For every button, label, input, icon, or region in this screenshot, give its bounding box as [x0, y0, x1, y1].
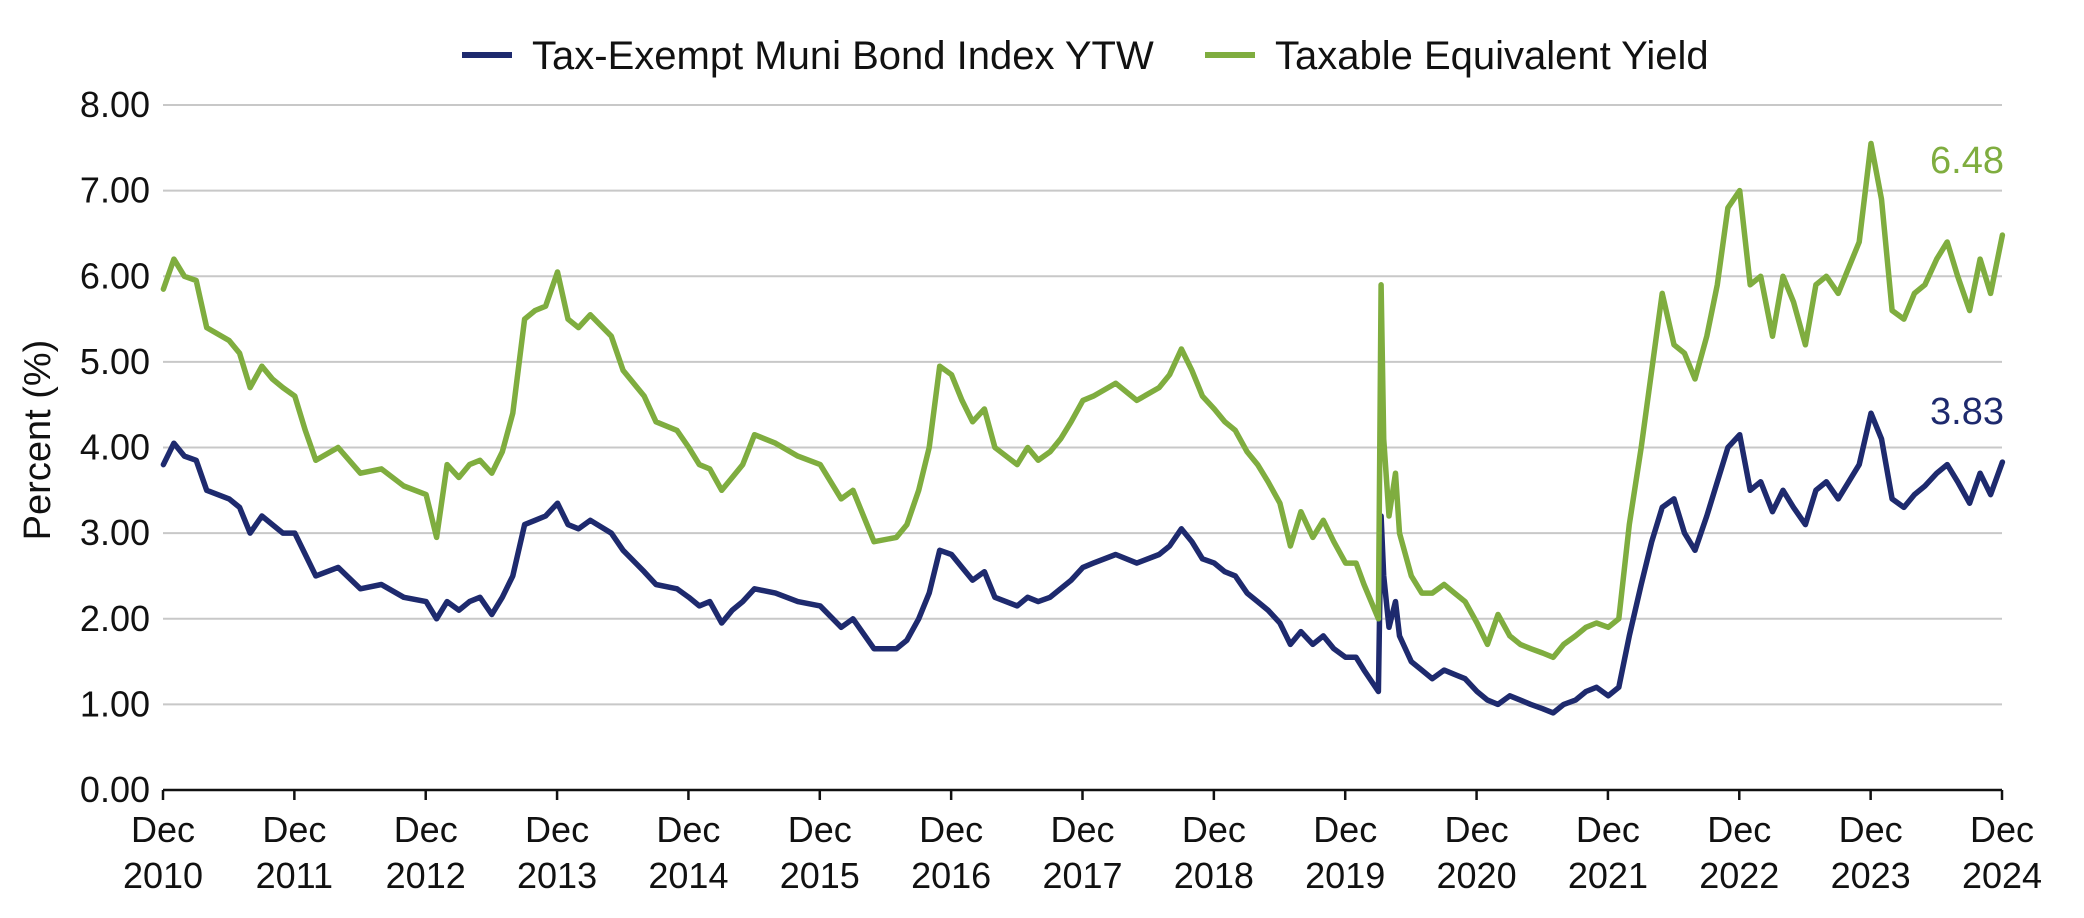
x-tick-label-year: 2022 — [1699, 855, 1779, 896]
x-tick-label-year: 2011 — [256, 855, 333, 896]
y-tick-label: 5.00 — [80, 341, 150, 382]
end-labels: 3.83 6.48 — [1930, 140, 2004, 433]
y-tick-label: 0.00 — [80, 769, 150, 810]
x-tick-label-year: 2014 — [648, 855, 728, 896]
y-tick-label: 6.00 — [80, 255, 150, 296]
x-tick-label-month: Dec — [1182, 809, 1246, 850]
axis-layer: 0.00 1.00 2.00 3.00 4.00 5.00 6.00 7.00 8.00 Dec 2… — [80, 84, 2042, 896]
x-tick-label-month: Dec — [919, 809, 983, 850]
x-tick-label-year: 2020 — [1437, 855, 1517, 896]
x-tick-label-year: 2010 — [123, 855, 203, 896]
series-layer — [160, 140, 2006, 716]
x-tick-label-month: Dec — [1970, 809, 2034, 850]
y-tick-label: 4.00 — [80, 427, 150, 468]
y-tick-label: 2.00 — [80, 598, 150, 639]
legend: Tax-Exempt Muni Bond Index YTW Taxable Eq… — [462, 34, 1709, 78]
end-value-label: 3.83 — [1930, 391, 2004, 433]
x-tick-label-year: 2016 — [911, 855, 991, 896]
series-line-taxable-equivalent — [160, 140, 2006, 661]
y-axis-title: Percent (%) — [17, 340, 59, 541]
x-tick-label-month: Dec — [1445, 809, 1509, 850]
x-tick-label-year: 2012 — [386, 855, 466, 896]
x-tick-label-month: Dec — [1839, 809, 1903, 850]
x-tick-label-month: Dec — [394, 809, 458, 850]
x-tick-label-year: 2021 — [1568, 855, 1648, 896]
x-tick-label-year: 2017 — [1042, 855, 1122, 896]
x-tick-label-year: 2019 — [1305, 855, 1385, 896]
legend-label: Tax-Exempt Muni Bond Index YTW — [532, 34, 1154, 78]
y-tick-label: 3.00 — [80, 512, 150, 553]
x-tick-label-month: Dec — [1576, 809, 1640, 850]
x-tick-label-month: Dec — [1050, 809, 1114, 850]
series-line-muni-ytw — [160, 410, 2006, 716]
x-tick-label-month: Dec — [1313, 809, 1377, 850]
x-tick-label-year: 2023 — [1831, 855, 1911, 896]
y-tick-label: 1.00 — [80, 683, 150, 724]
x-tick-label-month: Dec — [525, 809, 589, 850]
legend-label: Taxable Equivalent Yield — [1275, 34, 1709, 78]
x-tick-label-year: 2024 — [1962, 855, 2042, 896]
x-tick-label-month: Dec — [1707, 809, 1771, 850]
x-tick-label-year: 2013 — [517, 855, 597, 896]
x-tick-label-month: Dec — [788, 809, 852, 850]
x-tick-label-year: 2015 — [780, 855, 860, 896]
x-tick-label-year: 2018 — [1174, 855, 1254, 896]
x-tick-label-month: Dec — [131, 809, 195, 850]
grid-layer — [163, 104, 2002, 706]
x-tick-label-month: Dec — [262, 809, 326, 850]
end-value-label: 6.48 — [1930, 140, 2004, 182]
y-tick-label: 7.00 — [80, 170, 150, 211]
x-tick-label-month: Dec — [656, 809, 720, 850]
y-tick-label: 8.00 — [80, 84, 150, 125]
